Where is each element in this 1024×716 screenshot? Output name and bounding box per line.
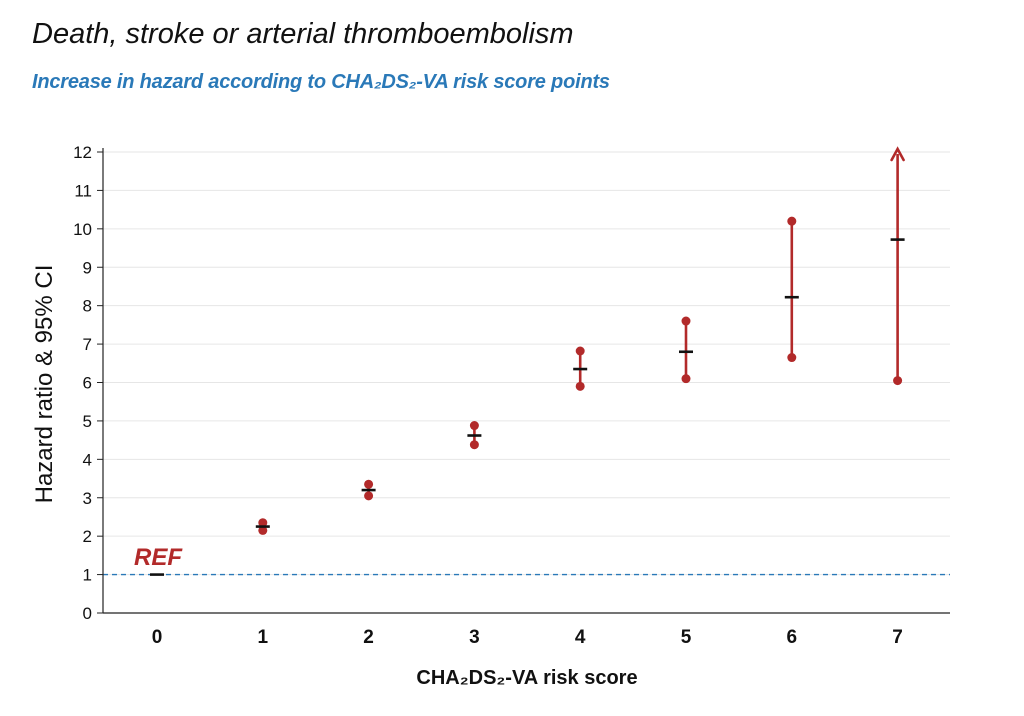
y-tick-label: 11: [74, 181, 92, 200]
y-tick-label: 5: [83, 412, 92, 431]
x-tick-label: 0: [152, 627, 163, 648]
y-tick-label: 3: [83, 489, 92, 508]
ci-lower-marker: [258, 525, 268, 535]
data-marks: [150, 146, 905, 576]
ci-lower-marker: [575, 381, 585, 391]
x-axis-label: CHA₂DS₂-VA risk score: [416, 667, 637, 689]
ci-lower-marker: [681, 374, 691, 384]
ci-upper-marker: [258, 518, 268, 528]
y-tick-label: 6: [83, 374, 92, 393]
ci-upper-marker: [469, 421, 479, 431]
ci-lower-marker: [893, 376, 903, 386]
x-tick-label: 7: [892, 627, 903, 648]
y-axis-label: Hazard ratio & 95% CI: [31, 265, 58, 504]
gridlines: [103, 151, 950, 576]
y-tick-label: 0: [83, 604, 92, 623]
x-tick-label: 3: [469, 627, 480, 648]
ci-upper-marker: [787, 216, 797, 226]
x-tick-label: 2: [363, 627, 374, 648]
chart-subtitle: Increase in hazard according to CHA₂DS₂-…: [32, 71, 610, 93]
y-tick-label: 7: [83, 335, 92, 354]
ci-lower-marker: [469, 440, 479, 450]
y-tick-label: 1: [83, 566, 92, 585]
x-tick-label: 1: [258, 627, 269, 648]
x-tick-label: 6: [787, 627, 798, 648]
ci-upper-marker: [364, 479, 374, 489]
x-tick-label: 4: [575, 627, 586, 648]
y-tick-label: 8: [83, 297, 92, 316]
x-tick-labels: 0 1 2 3 4 5 6 7: [152, 627, 903, 648]
ci-lower-marker: [787, 353, 797, 363]
x-tick-label: 5: [681, 627, 692, 648]
y-tick-label: 2: [83, 527, 92, 546]
ci-arrow-marker: [890, 146, 905, 162]
y-tick-label: 9: [83, 258, 92, 277]
ci-upper-marker: [681, 316, 691, 326]
y-tick-label: 12: [73, 143, 92, 162]
y-tick-label: 4: [83, 450, 92, 469]
ci-upper-marker: [575, 346, 585, 356]
chart-title: Death, stroke or arterial thromboembolis…: [32, 18, 574, 50]
y-tick-label: 10: [73, 220, 92, 239]
axes: [97, 148, 950, 614]
reference-label: REF: [134, 544, 183, 571]
ci-lower-marker: [364, 491, 374, 501]
